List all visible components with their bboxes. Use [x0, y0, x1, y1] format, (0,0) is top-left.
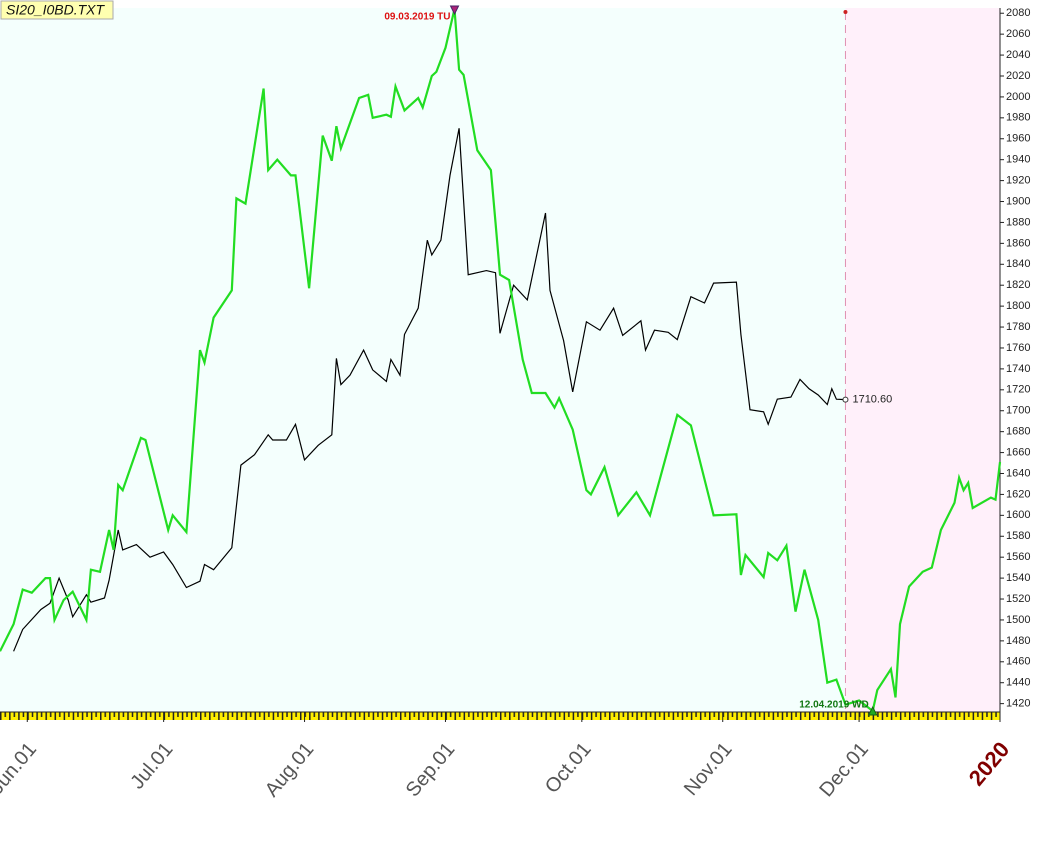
low-annotation: 12.04.2019 WD	[799, 700, 869, 711]
x-tick-label: Dec.01	[815, 738, 873, 801]
x-tick-label: Jul.01	[126, 738, 177, 793]
value-label: 1710.60	[852, 394, 892, 406]
x-tick-label: 2020	[964, 737, 1015, 791]
x-tick-label: Sep.01	[402, 738, 460, 801]
y-tick-label: 1640	[1006, 467, 1030, 479]
y-tick-label: 1980	[1006, 112, 1030, 124]
plot-background	[0, 8, 1000, 712]
x-tick-label: Aug.01	[261, 738, 319, 801]
y-tick-label: 1680	[1006, 426, 1030, 438]
y-tick-label: 1420	[1006, 698, 1030, 710]
chart-title: SI20_I0BD.TXT	[6, 2, 105, 18]
y-tick-label: 2040	[1006, 49, 1030, 61]
y-tick-label: 1860	[1006, 237, 1030, 249]
future-dot	[843, 10, 848, 14]
y-tick-label: 1560	[1006, 551, 1030, 563]
series-line	[0, 8, 1002, 713]
y-tick-label: 1960	[1006, 133, 1030, 145]
y-tick-label: 1600	[1006, 509, 1030, 521]
y-tick-label: 1520	[1006, 593, 1030, 605]
last-point	[842, 396, 849, 403]
x-tick-label: Oct.01	[541, 738, 596, 797]
y-tick-label: 1460	[1006, 656, 1030, 668]
y-tick-label: 1880	[1006, 216, 1030, 228]
y-tick-label: 1440	[1006, 677, 1030, 689]
high-marker	[449, 5, 460, 16]
y-tick-label: 2080	[1006, 7, 1030, 19]
y-tick-label: 2020	[1006, 70, 1030, 82]
y-tick-label: 1580	[1006, 530, 1030, 542]
tick-strip	[0, 712, 1000, 720]
y-tick-label: 1820	[1006, 279, 1030, 291]
y-tick-label: 1480	[1006, 635, 1030, 647]
y-tick-label: 1500	[1006, 614, 1030, 626]
x-tick-label: Nov.01	[680, 738, 737, 800]
y-tick-label: 1740	[1006, 363, 1030, 375]
y-tick-label: 1720	[1006, 384, 1030, 396]
y-tick-label: 2000	[1006, 91, 1030, 103]
y-tick-label: 2060	[1006, 28, 1030, 40]
future-zone	[845, 8, 1000, 712]
y-tick-label: 1700	[1006, 405, 1030, 417]
y-tick-label: 1900	[1006, 195, 1030, 207]
title-box	[0, 0, 114, 20]
low-marker	[867, 705, 878, 716]
series-line	[13, 128, 846, 652]
y-tick-label: 1920	[1006, 175, 1030, 187]
high-annotation: 09.03.2019 TU	[384, 12, 450, 23]
y-tick-label: 1940	[1006, 154, 1030, 166]
y-tick-label: 1840	[1006, 258, 1030, 270]
y-tick-label: 1800	[1006, 300, 1030, 312]
x-tick-label: Jun.01	[0, 738, 41, 798]
y-tick-label: 1540	[1006, 572, 1030, 584]
y-tick-label: 1780	[1006, 321, 1030, 333]
y-tick-label: 1620	[1006, 488, 1030, 500]
y-tick-label: 1760	[1006, 342, 1030, 354]
y-tick-label: 1660	[1006, 446, 1030, 458]
